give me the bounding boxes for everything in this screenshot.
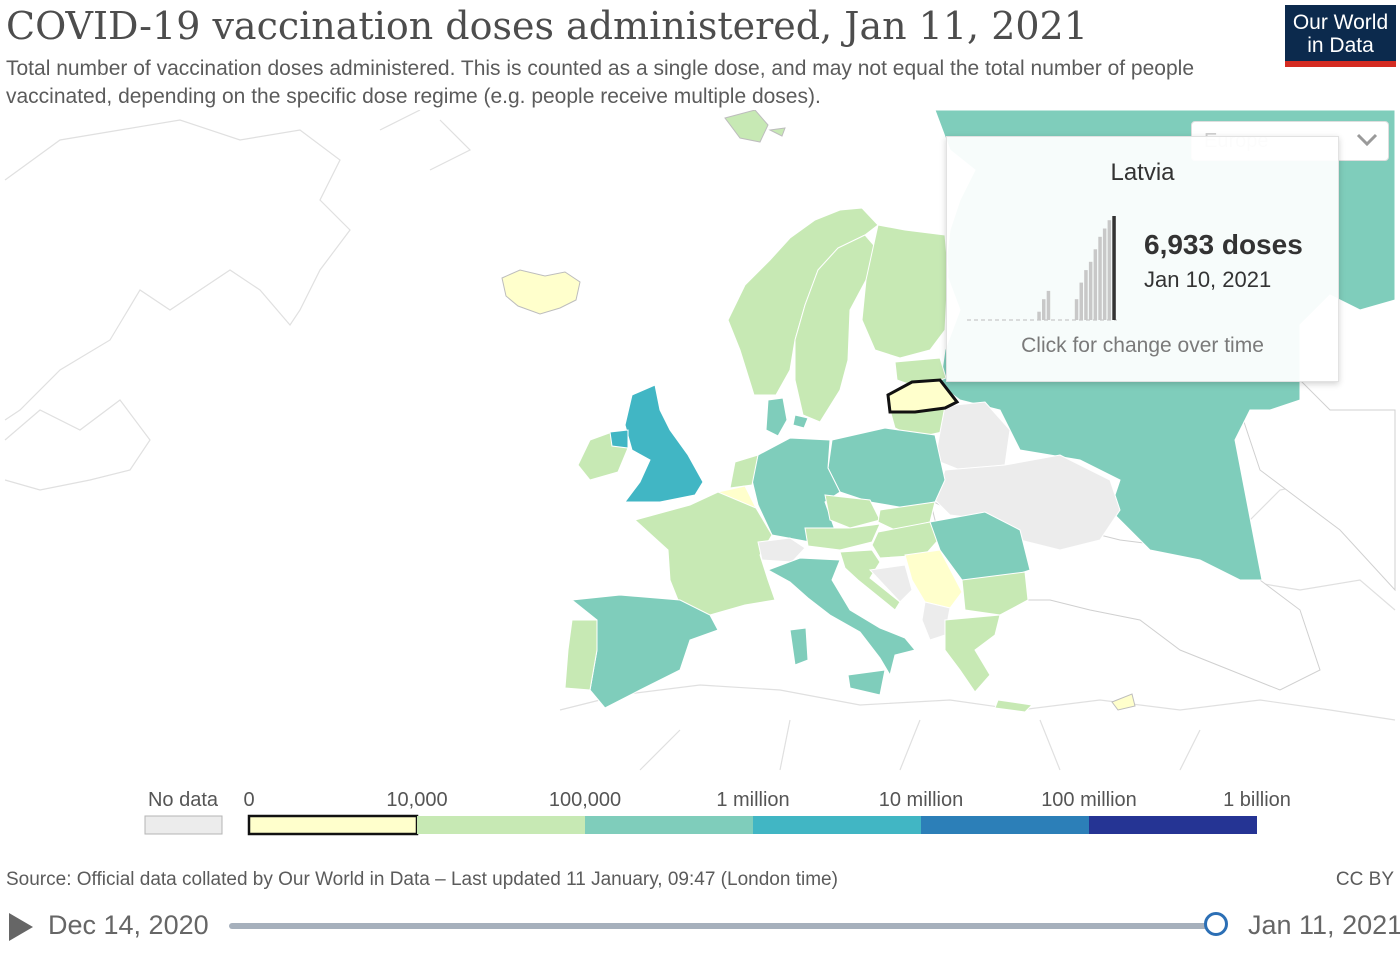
tooltip-hint: Click for change over time: [1021, 334, 1264, 357]
sparkline-bar: [1112, 216, 1116, 320]
norway-region[interactable]: [727, 207, 879, 396]
latvia-region[interactable]: [886, 378, 960, 414]
legend-tick-label: 100 million: [1041, 789, 1137, 811]
sparkline-bar: [1093, 249, 1098, 320]
sparkline-bar: [1102, 228, 1107, 320]
legend-no-data-swatch[interactable]: [144, 815, 223, 835]
sparkline-bar: [1098, 236, 1102, 320]
sparkline-bar: [1088, 261, 1093, 320]
license-link[interactable]: CC BY: [1335, 869, 1394, 890]
sardinia-region[interactable]: [789, 627, 809, 666]
sparkline-bar: [1042, 299, 1046, 320]
legend-tick-label: 1 billion: [1223, 789, 1291, 811]
legend-tick-label: 100,000: [549, 789, 621, 811]
svalbard-region[interactable]: [724, 110, 786, 143]
switzerland-region[interactable]: [757, 537, 806, 563]
sparkline-bar: [1084, 270, 1088, 320]
albania-region[interactable]: [921, 601, 951, 641]
austria-region[interactable]: [804, 523, 881, 551]
country-tooltip: Latvia 6,933 doses Jan 10, 2021 Click fo…: [946, 136, 1339, 382]
play-icon[interactable]: [6, 910, 36, 944]
sparkline-bar: [1107, 220, 1112, 320]
greece-region[interactable]: [944, 614, 1034, 713]
legend-swatch[interactable]: [417, 816, 585, 834]
chevron-down-icon: [1356, 133, 1378, 147]
legend-swatch[interactable]: [1089, 816, 1257, 834]
bosnia-region[interactable]: [868, 564, 913, 603]
logo-line-1: Our World: [1292, 11, 1389, 34]
chart-title: COVID-19 vaccination doses administered,…: [6, 4, 1088, 48]
map-legend: No data 0 10,000 100,000 1 million 10 millio…: [144, 789, 1291, 836]
legend-no-data-label: No data: [148, 789, 219, 811]
legend-tick-label: 0: [243, 789, 254, 811]
north-africa-outline: [559, 684, 1396, 771]
iceland-region[interactable]: [501, 269, 581, 315]
chart-subtitle: Total number of vaccination doses admini…: [6, 57, 1194, 108]
timeline: Dec 14, 2020 Jan 11, 2021: [0, 900, 1400, 956]
timeline-start-date: Dec 14, 2020: [48, 910, 209, 940]
tooltip-value: 6,933 doses: [1144, 229, 1303, 260]
netherlands-region[interactable]: [729, 454, 759, 489]
sweden-region[interactable]: [794, 234, 879, 423]
logo-line-2: in Data: [1307, 34, 1374, 57]
poland-region[interactable]: [827, 427, 946, 509]
finland-region[interactable]: [861, 224, 949, 359]
north-america-outline: [4, 399, 151, 491]
greenland-outline: [4, 119, 351, 421]
tooltip-sparkline: [967, 216, 1117, 321]
svalbard-outline: [379, 110, 472, 171]
owid-logo[interactable]: Our World in Data: [1285, 5, 1396, 67]
sicily-region[interactable]: [847, 669, 886, 696]
belarus-region[interactable]: [934, 401, 1011, 471]
tooltip-country: Latvia: [1110, 159, 1175, 186]
timeline-end-date: Jan 11, 2021: [1248, 910, 1400, 940]
france-region[interactable]: [633, 491, 776, 616]
sparkline-bar: [1074, 299, 1079, 320]
uk-region[interactable]: [624, 384, 704, 503]
denmark-region[interactable]: [765, 397, 809, 437]
sparkline-bar: [1046, 290, 1051, 320]
northern-ireland-region[interactable]: [609, 429, 629, 449]
sparkline-bar: [1037, 311, 1041, 320]
cyprus-region[interactable]: [1111, 693, 1136, 711]
sparkline-bar: [1079, 282, 1083, 320]
czechia-region[interactable]: [824, 494, 881, 529]
legend-tick-label: 10 million: [879, 789, 963, 811]
ukraine-region[interactable]: [934, 454, 1121, 551]
legend-swatch[interactable]: [921, 816, 1089, 834]
italy-region[interactable]: [766, 557, 916, 677]
tooltip-date: Jan 10, 2021: [1144, 267, 1272, 292]
kazakhstan-region[interactable]: [1239, 349, 1396, 592]
legend-tick-label: 1 million: [716, 789, 789, 811]
portugal-region[interactable]: [564, 619, 598, 691]
source-note: Source: Official data collated by Our Wo…: [6, 869, 838, 890]
legend-swatch[interactable]: [585, 816, 753, 834]
timeline-track[interactable]: [229, 923, 1217, 929]
legend-swatch[interactable]: [753, 816, 921, 834]
bulgaria-region[interactable]: [961, 571, 1029, 616]
legend-tick-label: 10,000: [386, 789, 447, 811]
timeline-handle[interactable]: [1204, 912, 1228, 936]
legend-swatch[interactable]: [247, 814, 419, 836]
